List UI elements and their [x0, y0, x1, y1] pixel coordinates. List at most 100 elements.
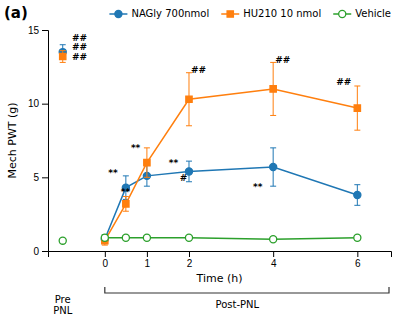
point: [270, 86, 276, 92]
series: [60, 51, 361, 245]
error-bar-cap: [144, 177, 150, 178]
title: (a): [4, 4, 28, 22]
error-bar-cap: [102, 245, 108, 246]
x-tick-label: 1: [145, 258, 151, 269]
x-tick: 1: [145, 251, 151, 269]
y-tick-label: 5: [33, 172, 39, 183]
y-tick-line: [42, 104, 48, 105]
error-bar: [354, 185, 360, 206]
error-bar-cap: [60, 44, 66, 45]
annotation: PrePNL: [53, 294, 73, 316]
error-bar: [186, 73, 192, 126]
x-tick-label: 6: [355, 258, 361, 269]
error-bar: [354, 86, 360, 130]
bracket: [105, 287, 389, 293]
error-bar-cap: [270, 147, 276, 148]
y-tick-label: 15: [28, 25, 40, 36]
error-bar-cap: [123, 175, 129, 176]
annotation: **: [131, 143, 141, 153]
legend-item: Vehicle: [333, 8, 391, 19]
annotation: **: [253, 182, 263, 192]
y-axis-title: Mech PWT (g): [6, 102, 19, 178]
x-tick-label: 0: [103, 258, 109, 269]
point: [60, 53, 66, 59]
point: [122, 234, 129, 241]
legend-label: Vehicle: [355, 8, 391, 19]
plot: 05101501246Time (h)######********###**##…: [28, 25, 392, 316]
legend-label: NAGly 700nmol: [131, 8, 209, 19]
y-tick-line: [42, 251, 48, 252]
x-tick-label: 2: [187, 258, 193, 269]
x-tick-line: [105, 251, 106, 257]
annotation: #: [180, 173, 188, 183]
annotations: ######********###**####PrePNLPost-PNL: [53, 33, 351, 316]
annotation: **: [169, 158, 179, 168]
point: [186, 96, 192, 102]
point: [270, 236, 277, 243]
x-tick-line: [147, 251, 148, 257]
error-bar: [102, 235, 108, 241]
legend-symbol: [115, 10, 122, 17]
annotation: Post-PNL: [216, 299, 260, 310]
y-tick: 0: [33, 246, 48, 257]
annotation: **: [121, 187, 131, 197]
x-tick-line: [273, 251, 274, 257]
x-axis-title: Time (h): [196, 272, 243, 285]
legend-label: HU210 10 nmol: [243, 8, 321, 19]
legend-item: NAGly 700nmol: [109, 8, 209, 19]
error-bar: [270, 62, 276, 115]
y-tick-label: 0: [33, 246, 39, 257]
annotation: ##: [72, 33, 87, 43]
error-bar-cap: [270, 186, 276, 187]
error-bar-cap: [186, 125, 192, 126]
annotation: ##: [191, 65, 206, 75]
error-bar-cap: [144, 186, 150, 187]
x-axis-line: [49, 252, 392, 258]
y-tick-line: [42, 177, 48, 178]
y-tick-line: [42, 30, 48, 31]
error-bar: [270, 148, 276, 186]
legend-symbol: [339, 10, 346, 17]
point: [354, 105, 360, 111]
series-line: [105, 167, 358, 239]
error-bar-cap: [123, 211, 129, 212]
point: [270, 163, 277, 170]
error-bar-cap: [354, 205, 360, 206]
error-bar: [144, 148, 150, 177]
error-bar-cap: [270, 115, 276, 116]
error-bar: [123, 196, 129, 211]
legend-item: HU210 10 nmol: [221, 8, 321, 19]
point: [354, 234, 361, 241]
error-bar-cap: [60, 62, 66, 63]
legend-symbol: [227, 11, 233, 17]
error-bar-cap: [354, 85, 360, 86]
x-tick: 6: [355, 251, 361, 269]
y-tick: 10: [28, 98, 48, 109]
error-bar: [102, 235, 108, 244]
marks: [59, 45, 361, 245]
x-tick: 2: [187, 251, 193, 269]
legend: NAGly 700nmol HU210 10 nmol Vehicle: [109, 8, 391, 19]
x-tick-line: [357, 251, 358, 257]
x-tick-label: 4: [271, 258, 277, 269]
annotation: ##: [275, 55, 290, 65]
y-tick-label: 10: [28, 98, 40, 109]
x-axis: 0 1 2 4 6: [49, 251, 392, 269]
series: [59, 234, 361, 244]
series: [59, 45, 361, 244]
x-tick: 4: [271, 251, 277, 269]
point: [144, 159, 150, 165]
error-bar-cap: [186, 161, 192, 162]
point: [354, 191, 361, 198]
series-line: [105, 89, 358, 241]
y-axis-line: [42, 31, 49, 252]
point: [101, 234, 108, 241]
point: [143, 234, 150, 241]
error-bar-cap: [60, 50, 66, 51]
y-axis: 0 5 10 15: [28, 25, 49, 257]
y-tick: 5: [33, 172, 48, 183]
error-bar-cap: [354, 130, 360, 131]
annotation: **: [108, 168, 118, 178]
annotation: ##: [72, 42, 87, 52]
error-bar-cap: [354, 184, 360, 185]
